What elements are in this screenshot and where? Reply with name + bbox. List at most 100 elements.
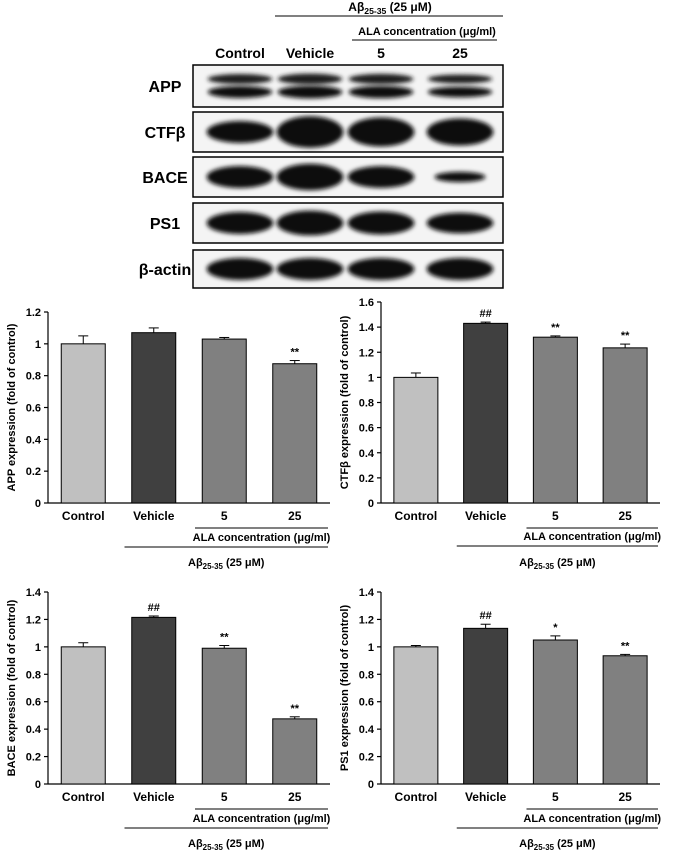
western-blot-panel: Aβ25-35 (25 μM) ALA concentration (μg/ml)… <box>139 0 504 289</box>
concentration-label: ALA concentration (μg/ml) <box>193 532 331 544</box>
significance-mark: ## <box>148 602 160 614</box>
blot-concentration-label: ALA concentration (μg/ml) <box>358 26 496 38</box>
x-tick-label: Vehicle <box>465 509 507 523</box>
y-tick-label: 0.2 <box>26 752 41 764</box>
y-tick-label: 0.8 <box>26 669 41 681</box>
significance-mark: ** <box>290 347 299 359</box>
bar <box>532 336 578 504</box>
significance-mark: ** <box>621 640 630 652</box>
y-axis-label: APP expression (fold of control) <box>6 323 18 491</box>
blot-band <box>347 258 415 280</box>
blot-lane-label: Control <box>215 45 265 61</box>
bar <box>393 376 439 504</box>
y-tick-label: 1 <box>368 372 374 384</box>
bar-chart: 0 0.2 0.4 0.6 0.8 1 1.2 APP expression (fold of… <box>6 307 331 571</box>
y-tick-label: 0.2 <box>359 473 374 485</box>
bar <box>532 639 578 785</box>
blot-row-label: BACE <box>142 170 188 187</box>
bar <box>131 332 177 504</box>
bar <box>463 627 509 785</box>
y-tick-label: 1.2 <box>26 614 41 626</box>
y-tick-label: 0 <box>368 498 374 510</box>
blot-band <box>207 74 273 84</box>
bar-chart: 0 0.2 0.4 0.6 0.8 1 1.2 1.4 BACE expression (fol… <box>6 587 331 852</box>
x-tick-label: 5 <box>221 790 228 804</box>
y-tick-label: 0 <box>35 498 41 510</box>
blot-band <box>427 86 493 98</box>
x-tick-label: 25 <box>288 509 302 523</box>
significance-mark: ## <box>480 610 492 622</box>
blot-band <box>347 211 415 235</box>
bar <box>60 343 106 504</box>
x-tick-label: 5 <box>552 509 559 523</box>
treatment-label: Aβ25-35 (25 μM) <box>188 838 265 852</box>
x-tick-label: Control <box>395 509 438 523</box>
x-tick-label: 25 <box>618 790 632 804</box>
concentration-label: ALA concentration (μg/ml) <box>193 813 331 825</box>
y-tick-label: 1.2 <box>26 307 41 319</box>
y-tick-label: 1.4 <box>26 587 42 599</box>
y-tick-label: 0.2 <box>26 466 41 478</box>
bar-chart: 0 0.2 0.4 0.6 0.8 1 1.2 1.4 1.6 CTFβ expression (… <box>339 297 661 571</box>
x-tick-label: 5 <box>552 790 559 804</box>
y-tick-label: 0 <box>35 779 41 791</box>
bar <box>393 646 439 785</box>
significance-mark: * <box>553 622 558 634</box>
blot-row-label: APP <box>149 79 182 96</box>
blot-band <box>206 258 274 280</box>
y-axis-label: PS1 expression (fold of control) <box>339 605 351 772</box>
y-tick-label: 0.8 <box>26 371 41 383</box>
x-tick-label: 25 <box>288 790 302 804</box>
x-tick-label: 5 <box>221 509 228 523</box>
x-tick-label: Control <box>62 509 105 523</box>
blot-strip <box>192 64 504 108</box>
concentration-label: ALA concentration (μg/ml) <box>523 813 661 825</box>
x-tick-label: Vehicle <box>133 509 175 523</box>
y-tick-label: 0.6 <box>26 403 41 415</box>
bar <box>272 363 318 504</box>
significance-mark: ** <box>290 703 299 715</box>
blot-lane-label: 5 <box>377 45 385 61</box>
blot-band <box>277 73 343 85</box>
y-tick-label: 0.6 <box>359 423 374 435</box>
blot-band <box>348 85 414 99</box>
significance-mark: ** <box>621 330 630 342</box>
blot-band <box>426 258 494 280</box>
bar <box>602 347 648 504</box>
bar <box>201 647 247 785</box>
y-tick-label: 0.8 <box>359 398 374 410</box>
y-tick-label: 1.4 <box>359 322 375 334</box>
y-tick-label: 0.4 <box>26 434 42 446</box>
blot-band <box>426 212 494 234</box>
bar-charts: 0 0.2 0.4 0.6 0.8 1 1.2 APP expression (fold of… <box>6 297 661 852</box>
blot-band <box>207 86 273 98</box>
bar <box>201 338 247 504</box>
blot-band <box>426 118 494 146</box>
x-tick-label: Control <box>62 790 105 804</box>
y-tick-label: 1.6 <box>359 297 374 309</box>
y-tick-label: 1 <box>368 642 374 654</box>
y-tick-label: 0.4 <box>359 448 375 460</box>
y-tick-label: 1 <box>35 642 41 654</box>
blot-band <box>206 212 274 234</box>
concentration-label: ALA concentration (μg/ml) <box>523 531 661 543</box>
y-tick-label: 0.8 <box>359 669 374 681</box>
blot-treatment-label: Aβ25-35 (25 μM) <box>348 0 431 16</box>
x-tick-label: Control <box>395 790 438 804</box>
bar-chart: 0 0.2 0.4 0.6 0.8 1 1.2 1.4 PS1 expression (fold… <box>339 587 661 852</box>
y-tick-label: 0.2 <box>359 752 374 764</box>
blot-row-label: PS1 <box>150 216 180 233</box>
y-tick-label: 0.6 <box>26 697 41 709</box>
bar <box>463 322 509 504</box>
blot-band <box>276 210 344 236</box>
significance-mark: ## <box>480 308 492 320</box>
bar <box>602 655 648 785</box>
treatment-label: Aβ25-35 (25 μM) <box>519 838 596 852</box>
y-tick-label: 0 <box>368 779 374 791</box>
blot-band <box>347 166 415 188</box>
bar <box>131 616 177 785</box>
x-tick-label: 25 <box>618 509 632 523</box>
blot-row-label: β-actin <box>139 262 191 279</box>
blot-band <box>277 85 343 99</box>
